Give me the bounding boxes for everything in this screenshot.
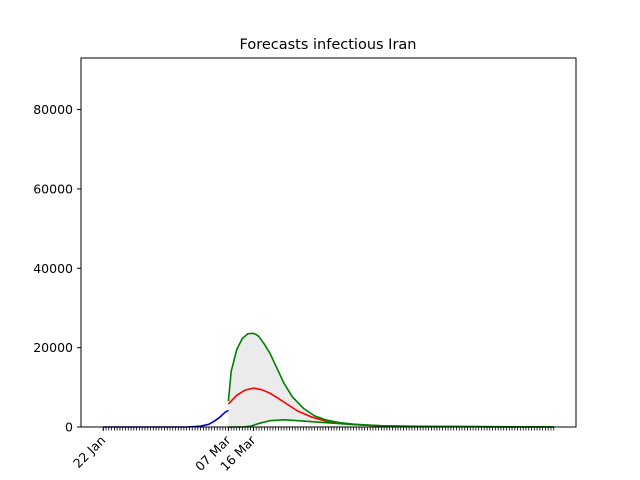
axes-frame (80, 57, 577, 428)
y-tick-label: 80000 (33, 102, 73, 117)
y-tick-label: 60000 (33, 181, 73, 196)
x-tick-label: 22 Jan (70, 433, 108, 471)
series-line-4 (228, 419, 554, 428)
y-tick-label: 40000 (33, 261, 73, 276)
plot-area (103, 332, 554, 428)
chart-title: Forecasts infectious Iran (240, 37, 417, 53)
confidence-band (228, 333, 554, 427)
series-line-1 (103, 409, 229, 428)
y-tick-label: 20000 (33, 340, 73, 355)
y-tick-label: 0 (65, 420, 73, 435)
